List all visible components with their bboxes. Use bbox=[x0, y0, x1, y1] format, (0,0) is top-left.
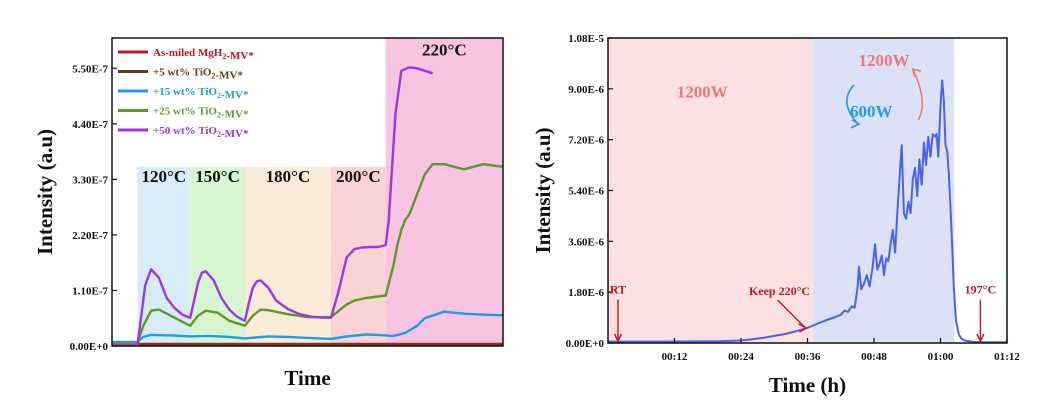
legend-label-0: As-miled MgH2-MV* bbox=[153, 47, 254, 62]
series-line-0 bbox=[608, 79, 1007, 344]
y-axis-label: Intensity (a.u) bbox=[531, 127, 555, 253]
cycle-arrow-down bbox=[846, 84, 859, 125]
x-tick-label-5: 01:12 bbox=[994, 351, 1020, 363]
y-tick-label-6: 1.08E-5 bbox=[568, 33, 604, 45]
y-tick-label-5: 5.50E-7 bbox=[72, 63, 108, 75]
annotation-label-0: RT bbox=[610, 283, 626, 297]
y-axis-label: Intensity (a.u) bbox=[33, 129, 57, 255]
y-tick-label-4: 4.40E-7 bbox=[72, 119, 108, 131]
x-tick-label-2: 00:36 bbox=[795, 351, 821, 363]
power-label-high: 1200W bbox=[858, 51, 909, 70]
stage-label-3: 200°C bbox=[336, 167, 381, 186]
y-tick-label-3: 5.40E-6 bbox=[568, 186, 604, 198]
annotation-arrow-1 bbox=[777, 299, 806, 329]
y-tick-label-1: 1.10E-7 bbox=[72, 285, 108, 297]
stage-band-2 bbox=[244, 166, 331, 346]
y-tick-label-1: 1.80E-6 bbox=[568, 287, 604, 299]
left-chart: 120°C 150°C 180°C 200°C 220°C 0.00E+0 1.10E-7 2… bbox=[33, 37, 504, 390]
stage-label-0: 120°C bbox=[142, 167, 187, 186]
series-line-4 bbox=[112, 66, 433, 347]
annotation-label-2: 197°C bbox=[965, 283, 996, 297]
stage-label-2: 180°C bbox=[266, 167, 311, 186]
y-tick-label-4: 7.20E-6 bbox=[568, 135, 604, 147]
legend-label-1: +5 wt% TiO2-MV* bbox=[153, 67, 243, 82]
y-tick-label-2: 3.60E-6 bbox=[568, 236, 604, 248]
x-tick-label-3: 00:48 bbox=[861, 351, 887, 363]
cycle-arrow-up-head bbox=[911, 67, 921, 78]
y-tick-label-0: 0.00E+0 bbox=[566, 338, 605, 350]
power-region-0 bbox=[608, 38, 814, 343]
right-chart: 1200W 1200W 600W 0.00E+0 1.80E-6 3.60E-6 5.40E… bbox=[531, 33, 1020, 397]
power-label-region-0: 1200W bbox=[677, 82, 728, 101]
legend-label-3: +25 wt% TiO2-MV* bbox=[153, 106, 249, 121]
cycle-arrow-up bbox=[912, 68, 924, 121]
x-axis-label: Time (h) bbox=[769, 373, 846, 397]
annotation-arrowhead-1 bbox=[798, 323, 808, 333]
y-tick-label-0: 0.00E+0 bbox=[70, 341, 109, 353]
plot-frame bbox=[111, 37, 504, 347]
annotation-arrowhead-0 bbox=[613, 333, 623, 343]
y-tick-label-3: 3.30E-7 bbox=[72, 174, 108, 186]
legend-label-2: +15 wt% TiO2-MV* bbox=[153, 86, 249, 101]
stage-band-0 bbox=[137, 166, 191, 346]
series-line-2 bbox=[112, 310, 504, 344]
stage-label-1: 150°C bbox=[195, 167, 240, 186]
cycle-arrow-down-head bbox=[850, 119, 861, 129]
x-tick-label-4: 01:00 bbox=[928, 351, 954, 363]
stage-label-4: 220°C bbox=[422, 41, 467, 60]
y-tick-label-2: 2.20E-7 bbox=[72, 230, 108, 242]
stage-band-3 bbox=[330, 166, 386, 346]
x-tick-label-0: 00:12 bbox=[662, 351, 688, 363]
y-tick-label-5: 9.00E-6 bbox=[568, 84, 604, 96]
power-label-low: 600W bbox=[850, 102, 893, 121]
power-region-1 bbox=[813, 38, 955, 343]
x-axis-label: Time bbox=[284, 366, 330, 390]
stage-band-4 bbox=[385, 38, 503, 346]
annotation-arrowhead-2 bbox=[976, 333, 985, 343]
x-tick-label-1: 00:24 bbox=[728, 351, 754, 363]
annotation-label-1: Keep 220°C bbox=[749, 284, 810, 298]
stage-band-1 bbox=[190, 166, 245, 346]
legend-label-4: +50 wt% TiO2-MV* bbox=[153, 125, 249, 140]
